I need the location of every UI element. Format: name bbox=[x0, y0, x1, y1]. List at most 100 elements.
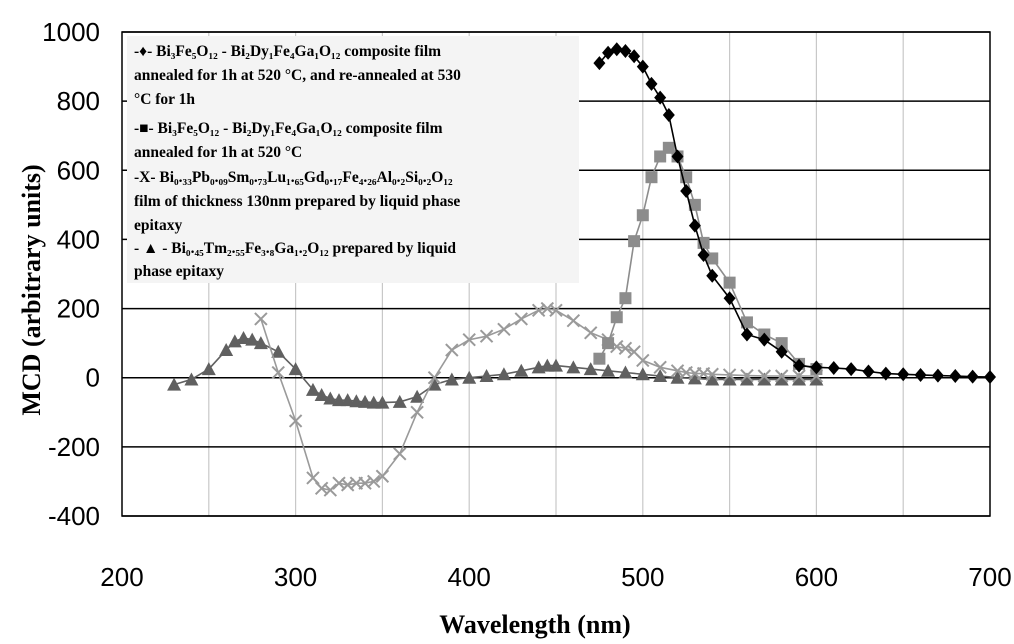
data-point bbox=[602, 337, 615, 350]
data-point bbox=[618, 341, 633, 356]
data-point bbox=[949, 368, 962, 383]
data-point bbox=[184, 372, 199, 386]
data-point bbox=[722, 372, 737, 386]
data-point bbox=[636, 209, 649, 222]
legend-line: - ▲ - Bi₀.₄₅Tm₂.₅₅Fe₃.₈Ga₁.₂O₁₂ prepared… bbox=[134, 240, 456, 257]
data-point bbox=[628, 49, 641, 64]
data-point bbox=[514, 363, 529, 377]
data-point bbox=[497, 322, 511, 337]
data-point bbox=[393, 447, 407, 461]
data-point bbox=[670, 370, 685, 384]
y-tick-label: 1000 bbox=[42, 17, 100, 47]
data-point bbox=[628, 235, 641, 248]
legend-line: film of thickness 130nm prepared by liqu… bbox=[134, 193, 460, 210]
series-square bbox=[593, 141, 823, 376]
data-point bbox=[845, 362, 858, 377]
data-point bbox=[774, 372, 789, 386]
legend-box bbox=[127, 36, 579, 283]
data-point bbox=[758, 332, 771, 347]
data-point bbox=[314, 388, 329, 401]
data-point bbox=[410, 389, 425, 403]
data-point bbox=[706, 252, 719, 265]
legend-line: °C for 1h bbox=[134, 91, 195, 108]
data-point bbox=[635, 367, 650, 381]
data-point bbox=[427, 377, 442, 391]
data-point bbox=[427, 371, 442, 385]
data-point bbox=[645, 171, 658, 184]
series-triangle bbox=[167, 330, 824, 409]
data-point bbox=[680, 184, 693, 199]
data-point bbox=[410, 405, 424, 419]
data-point bbox=[705, 367, 719, 381]
data-point bbox=[619, 44, 632, 59]
data-point bbox=[549, 303, 563, 318]
data-point bbox=[740, 368, 754, 383]
y-tick-label: 600 bbox=[57, 155, 100, 185]
data-point bbox=[706, 268, 719, 283]
data-point bbox=[610, 311, 623, 324]
data-point bbox=[757, 369, 772, 383]
data-point bbox=[897, 367, 910, 382]
x-tick-label: 700 bbox=[968, 562, 1011, 592]
data-point bbox=[739, 372, 754, 386]
data-point bbox=[583, 362, 598, 376]
data-point bbox=[462, 370, 477, 384]
x-tick-label: 200 bbox=[100, 562, 143, 592]
legend-line: epitaxy bbox=[134, 217, 182, 234]
legend-line: annealed for 1h at 520 °C bbox=[134, 144, 302, 161]
data-series bbox=[167, 42, 996, 497]
data-point bbox=[810, 360, 823, 375]
data-point bbox=[254, 312, 268, 326]
data-point bbox=[227, 334, 242, 348]
y-tick-label: 200 bbox=[57, 294, 100, 324]
data-point bbox=[618, 365, 633, 379]
data-point bbox=[931, 368, 944, 383]
data-point bbox=[323, 391, 338, 405]
data-point bbox=[288, 362, 303, 376]
data-point bbox=[619, 292, 632, 305]
y-axis-title: MCD (arbitrary units) bbox=[17, 164, 46, 415]
data-point bbox=[349, 394, 364, 408]
y-tick-label: 0 bbox=[86, 363, 100, 393]
data-point bbox=[271, 344, 286, 358]
data-point bbox=[792, 372, 807, 386]
data-point bbox=[774, 369, 789, 383]
data-point bbox=[793, 358, 806, 373]
data-point bbox=[688, 218, 701, 233]
data-point bbox=[722, 368, 737, 382]
data-point bbox=[653, 360, 667, 375]
data-point bbox=[914, 367, 927, 382]
axis-ticks: -400 -200 0 200 400 600 800 1000 200 300 400 500 600… bbox=[42, 17, 1012, 592]
data-point bbox=[219, 343, 234, 357]
legend: -♦- Bi₃Fe₅O₁₂ - Bi₂Dy₁Fe₄Ga₁O₁₂ composit… bbox=[134, 43, 461, 280]
data-point bbox=[723, 291, 736, 306]
data-point bbox=[392, 394, 407, 408]
data-point bbox=[566, 360, 581, 374]
legend-line: phase epitaxy bbox=[134, 263, 224, 280]
x-tick-label: 400 bbox=[448, 562, 491, 592]
data-point bbox=[479, 329, 494, 343]
x-tick-label: 300 bbox=[274, 562, 317, 592]
data-point bbox=[566, 313, 581, 328]
data-point bbox=[549, 358, 563, 372]
data-point bbox=[705, 372, 720, 386]
data-point bbox=[462, 332, 476, 347]
data-point bbox=[288, 414, 303, 428]
data-point bbox=[167, 377, 182, 391]
data-point bbox=[653, 368, 668, 382]
data-point bbox=[879, 366, 892, 381]
data-point bbox=[201, 362, 216, 376]
data-point bbox=[636, 353, 650, 368]
data-point bbox=[445, 343, 459, 357]
y-tick-label: -200 bbox=[48, 432, 100, 462]
data-point bbox=[688, 198, 701, 211]
data-point bbox=[323, 483, 338, 497]
data-point bbox=[775, 337, 788, 350]
data-point bbox=[966, 369, 979, 384]
data-point bbox=[827, 361, 840, 376]
data-point bbox=[358, 394, 373, 408]
data-point bbox=[584, 326, 598, 340]
data-point bbox=[496, 367, 511, 381]
data-point bbox=[375, 395, 390, 409]
